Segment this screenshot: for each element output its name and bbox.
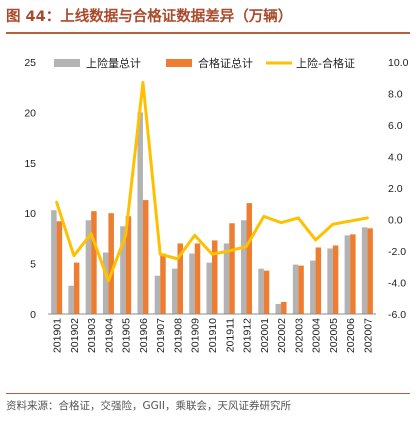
bar-insured-total (68, 285, 74, 314)
bar-insured-total (275, 303, 282, 314)
bar-certificate-total (298, 265, 304, 314)
bar-insured-total (258, 268, 264, 314)
bar-certificate-total (142, 200, 149, 314)
left-axis-tick-label: 0 (30, 309, 36, 321)
bar-insured-total (310, 260, 316, 314)
legend-label-insured-total: 上险量总计 (86, 56, 141, 70)
bar-certificate-total (246, 203, 253, 314)
x-axis-category-label: 201906 (138, 318, 150, 353)
bar-insured-total (327, 248, 333, 314)
bar-certificate-total (160, 253, 166, 314)
x-axis-category-label: 202001 (259, 318, 271, 353)
x-axis-category-label: 201903 (86, 318, 98, 353)
bar-insured-total (154, 275, 161, 314)
legend-label-difference: 上险-合格证 (296, 56, 355, 70)
left-axis-tick-label: 5 (30, 259, 36, 271)
legend-swatch-certificate-total (166, 59, 192, 67)
x-axis-category-label: 201908 (172, 318, 184, 353)
bar-certificate-total (367, 228, 373, 314)
bar-certificate-total (229, 223, 235, 314)
x-axis-category-label: 201902 (69, 318, 81, 353)
bar-certificate-total (263, 270, 270, 314)
x-axis-category-label: 201905 (121, 318, 133, 353)
x-axis-category-label: 201907 (155, 318, 167, 353)
bar-certificate-total (281, 301, 287, 314)
bar-certificate-total (350, 234, 356, 314)
bar-certificate-total (73, 262, 80, 314)
bar-insured-total (361, 227, 368, 314)
bar-insured-total (344, 235, 351, 314)
x-axis-category-label: 202006 (345, 318, 357, 353)
x-axis-category-label: 202002 (276, 318, 288, 353)
bar-insured-total (85, 220, 92, 314)
bar-insured-total (51, 210, 57, 314)
line-insured-minus-certificate (55, 80, 369, 283)
legend-label-certificate-total: 合格证总计 (198, 56, 253, 70)
left-axis-tick-label: 15 (24, 158, 36, 170)
bar-certificate-total (194, 243, 201, 314)
right-axis-tick-label: -6.0 (388, 309, 406, 321)
bar-insured-total (171, 268, 178, 314)
bar-insured-total (189, 253, 195, 314)
right-axis-tick-label: 10.0 (388, 57, 409, 69)
bar-insured-total (223, 243, 230, 314)
bar-certificate-total (125, 216, 132, 314)
right-axis-tick-label: 4.0 (388, 152, 403, 164)
right-axis-tick-label: 2.0 (388, 183, 403, 195)
right-axis-tick-label: 0.0 (388, 215, 403, 227)
right-axis-tick-label: -2.0 (388, 246, 406, 258)
bar-certificate-total (212, 240, 218, 314)
title-divider (6, 32, 410, 34)
bar-insured-total (137, 112, 143, 315)
bar-insured-total (292, 264, 299, 314)
bar-certificate-total (108, 213, 114, 314)
bar-insured-total (241, 220, 247, 314)
bar-certificate-total (56, 221, 63, 314)
bar-certificate-total (177, 243, 183, 314)
bar-certificate-total (315, 247, 322, 314)
figure-title: 图 44：上线数据与合格证数据差异（万辆） (6, 9, 293, 25)
x-axis-category-label: 201912 (242, 318, 254, 353)
right-axis-tick-label: 8.0 (388, 89, 403, 101)
x-axis-category-label: 202007 (362, 318, 374, 353)
chart: 0 5 10 15 20 25 -6.0 -4.0 -2.0 0.0 2.0 4.0 6.0 8.0 10.… (24, 56, 409, 353)
right-axis-tick-label: 6.0 (388, 120, 403, 132)
right-axis-tick-label: -4.0 (388, 278, 406, 290)
x-axis-category-label: 202003 (293, 318, 305, 353)
x-axis-category-label: 201901 (52, 318, 64, 353)
left-axis-tick-label: 10 (24, 208, 36, 220)
left-axis-tick-label: 25 (24, 57, 36, 69)
x-axis-category-label: 202005 (328, 318, 340, 353)
x-axis-category-label: 201910 (207, 318, 219, 353)
bar-certificate-total (332, 245, 339, 314)
source-note: 资料来源：合格证，交强险，GGII，乘联会，天风证券研究所 (6, 400, 291, 412)
source-divider (6, 393, 410, 394)
left-axis-tick-label: 20 (24, 107, 36, 119)
bar-insured-total (206, 262, 212, 314)
legend-swatch-insured-total (54, 59, 80, 67)
x-axis-category-label: 202004 (311, 318, 323, 353)
bar-certificate-total (91, 211, 97, 314)
x-axis-category-label: 201911 (224, 318, 236, 352)
bar-insured-total (102, 252, 109, 314)
x-axis-category-label: 201904 (103, 318, 115, 353)
x-axis-category-label: 201909 (190, 318, 202, 353)
bar-insured-total (120, 226, 126, 314)
